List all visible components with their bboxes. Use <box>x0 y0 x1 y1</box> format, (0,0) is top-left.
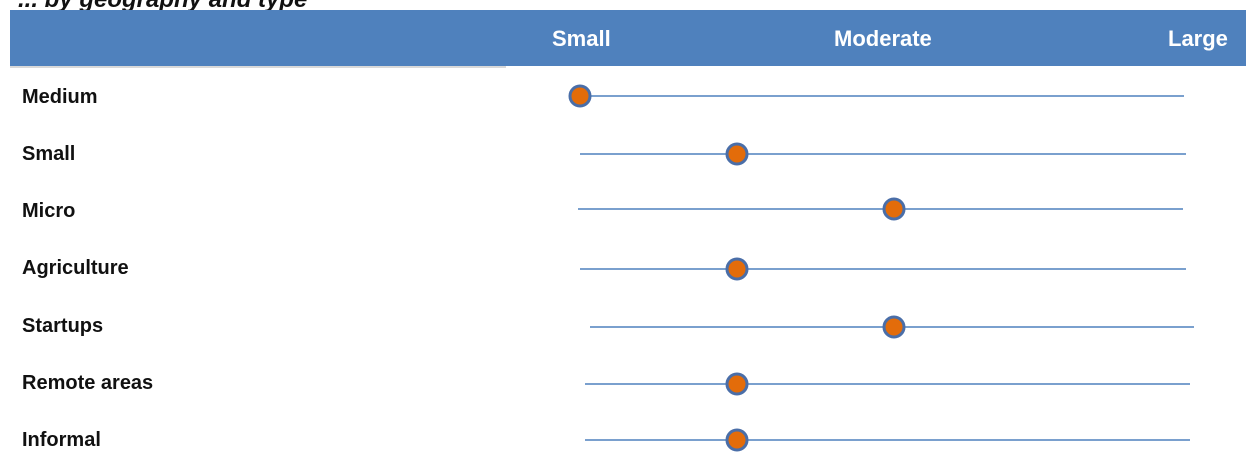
marker-medium <box>568 84 592 108</box>
marker-agriculture <box>725 257 749 281</box>
marker-informal <box>725 428 749 452</box>
chart-title: ... by geography and type <box>18 0 307 14</box>
row-label-medium: Medium <box>22 86 98 108</box>
scale-header <box>10 10 1246 66</box>
scale-label-large: Large <box>1168 26 1228 51</box>
row-label-small: Small <box>22 143 76 165</box>
header-divider <box>10 66 506 68</box>
row-label-remote-areas: Remote areas <box>22 372 154 394</box>
row-label-agriculture: Agriculture <box>22 257 129 279</box>
marker-startups <box>882 315 906 339</box>
scale-label-small: Small <box>552 26 611 51</box>
marker-micro <box>882 197 906 221</box>
scale-label-moderate: Moderate <box>834 26 932 51</box>
row-label-micro: Micro <box>22 200 76 222</box>
marker-remote-areas <box>725 372 749 396</box>
row-label-startups: Startups <box>22 315 104 337</box>
row-label-informal: Informal <box>22 429 101 451</box>
marker-small <box>725 142 749 166</box>
